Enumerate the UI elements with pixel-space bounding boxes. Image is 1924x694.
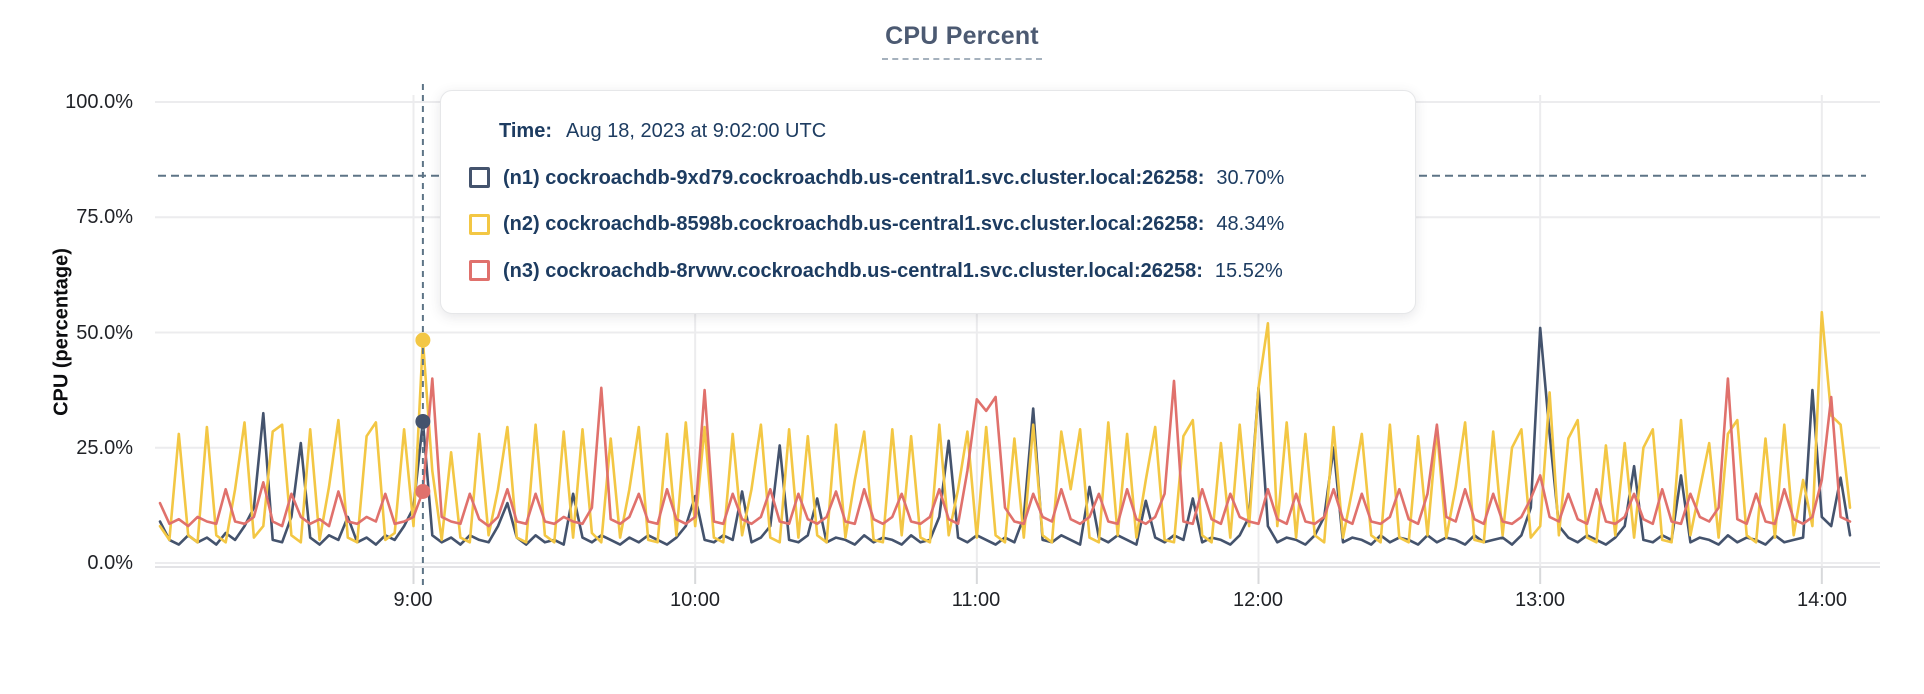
hover-dot-n1 <box>415 413 431 429</box>
n1-series-value: 30.70% <box>1216 166 1285 189</box>
n2-series-swatch-icon <box>469 213 490 235</box>
x-tick-1200: 12:00 <box>1232 589 1284 611</box>
x-tick-1300: 13:00 <box>1514 589 1566 611</box>
tooltip-row-n3: (n3) cockroachdb-8rvwv.cockroachdb.us-ce… <box>469 259 1385 283</box>
x-tick-1400: 14:00 <box>1796 589 1848 611</box>
series-line-n2 <box>158 310 1852 544</box>
y-tick-25: 25.0% <box>76 437 133 459</box>
n2-series-label: (n2) cockroachdb-8598b.cockroachdb.us-ce… <box>503 213 1205 236</box>
y-tick-0: 0.0% <box>87 552 133 574</box>
tooltip-time-row: Time: Aug 18, 2023 at 9:02:00 UTC <box>499 119 1385 143</box>
x-tick-1100: 11:00 <box>951 589 1001 611</box>
chart-title-wrap: CPU Percent <box>0 22 1924 60</box>
n3-series-label: (n3) cockroachdb-8rvwv.cockroachdb.us-ce… <box>503 259 1203 282</box>
n3-series-swatch-icon <box>469 260 490 282</box>
hover-dot-n2 <box>415 332 431 348</box>
n2-series-value: 48.34% <box>1216 213 1285 236</box>
series-line-n3 <box>158 377 1852 528</box>
series-lines <box>158 310 1852 546</box>
y-tick-75: 75.0% <box>76 206 133 228</box>
chart-title[interactable]: CPU Percent <box>882 22 1042 60</box>
n3-series-value: 15.52% <box>1214 259 1283 282</box>
hover-tooltip: Time: Aug 18, 2023 at 9:02:00 UTC (n1) c… <box>440 90 1416 314</box>
y-tick-50: 50.0% <box>76 322 133 344</box>
x-tick-0900: 9:00 <box>393 589 433 611</box>
y-tick-100: 100.0% <box>65 91 133 113</box>
hover-dot-n3 <box>415 483 431 499</box>
tooltip-time-value: Aug 18, 2023 at 9:02:00 UTC <box>565 120 827 142</box>
x-tick-1000: 10:00 <box>669 589 721 611</box>
n1-series-swatch-icon <box>469 167 490 189</box>
n1-series-label: (n1) cockroachdb-9xd79.cockroachdb.us-ce… <box>503 166 1205 189</box>
tooltip-row-n1: (n1) cockroachdb-9xd79.cockroachdb.us-ce… <box>469 166 1385 190</box>
hover-crosshair <box>415 84 431 585</box>
tooltip-time-label: Time: <box>499 120 552 142</box>
tooltip-row-n2: (n2) cockroachdb-8598b.cockroachdb.us-ce… <box>469 212 1385 236</box>
